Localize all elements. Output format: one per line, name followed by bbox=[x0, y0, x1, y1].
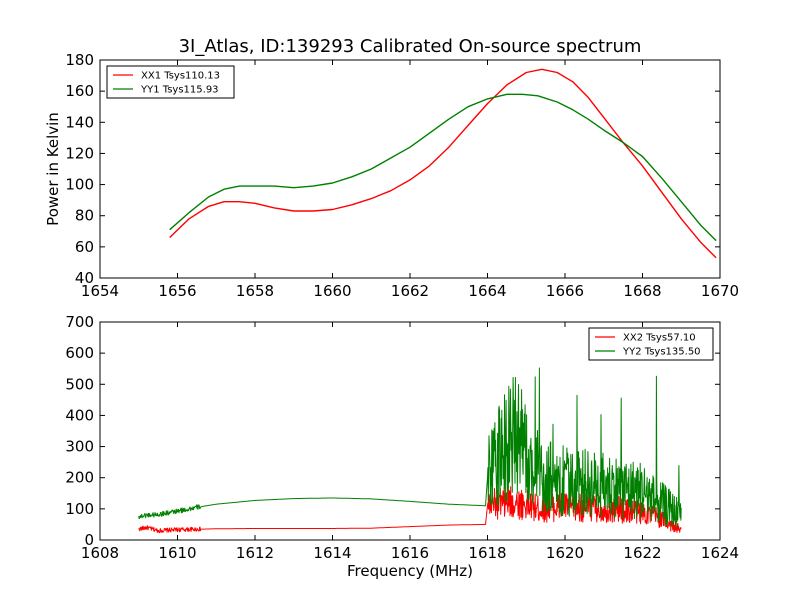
legend-entry: XX2 Tsys57.10 bbox=[623, 333, 696, 344]
figure-title: 3I_Atlas, ID:139293 Calibrated On-source… bbox=[179, 36, 642, 57]
y-tick-label: 180 bbox=[65, 51, 94, 69]
bottom-panel: 1608 1610 1612 1614 1616 1618 1620 1622 1624 0 100… bbox=[65, 313, 739, 580]
x-tick-label: 1612 bbox=[236, 544, 274, 562]
x-tick-label: 1622 bbox=[623, 544, 661, 562]
x-tick-label: 1668 bbox=[623, 282, 661, 300]
x-tick-label: 1666 bbox=[546, 282, 584, 300]
legend: XX1 Tsys110.13 YY1 Tsys115.93 bbox=[106, 65, 235, 99]
y-tick-label: 700 bbox=[65, 313, 94, 331]
y-tick-label: 160 bbox=[65, 82, 94, 100]
x-tick-label: 1618 bbox=[468, 544, 506, 562]
x-tick-label: 1664 bbox=[468, 282, 506, 300]
x-tick-label: 1624 bbox=[701, 544, 739, 562]
legend-entry: XX1 Tsys110.13 bbox=[141, 71, 220, 82]
x-tick-label: 1620 bbox=[546, 544, 584, 562]
x-tick-label: 1654 bbox=[81, 282, 119, 300]
series-line-yy1 bbox=[169, 93, 717, 242]
y-tick-label: 100 bbox=[65, 500, 94, 518]
x-tick-label: 1662 bbox=[391, 282, 429, 300]
x-axis-label: Frequency (MHz) bbox=[347, 562, 473, 580]
y-tick-label: 40 bbox=[75, 269, 94, 287]
y-tick-label: 120 bbox=[65, 144, 94, 162]
x-tick-label: 1616 bbox=[391, 544, 429, 562]
y-tick-label: 80 bbox=[75, 207, 94, 225]
x-tick-label: 1610 bbox=[158, 544, 196, 562]
legend-entry: YY2 Tsys135.50 bbox=[622, 347, 701, 358]
y-axis-label: Power in Kelvin bbox=[44, 112, 62, 226]
y-tick-label: 500 bbox=[65, 375, 94, 393]
x-tick-label: 1656 bbox=[158, 282, 196, 300]
x-tick-label: 1670 bbox=[701, 282, 739, 300]
y-tick-label: 400 bbox=[65, 406, 94, 424]
y-tick-label: 0 bbox=[84, 531, 94, 549]
series-line-xx1 bbox=[169, 68, 717, 259]
legend: XX2 Tsys57.10 YY2 Tsys135.50 bbox=[588, 327, 714, 361]
y-tick-label: 60 bbox=[75, 238, 94, 256]
y-tick-label: 300 bbox=[65, 438, 94, 456]
y-tick-label: 140 bbox=[65, 113, 94, 131]
y-tick-label: 100 bbox=[65, 176, 94, 194]
x-tick-label: 1614 bbox=[313, 544, 351, 562]
x-tick-label: 1608 bbox=[81, 544, 119, 562]
x-tick-label: 1660 bbox=[313, 282, 351, 300]
y-tick-label: 600 bbox=[65, 344, 94, 362]
series-line-yy2 bbox=[138, 367, 682, 529]
x-tick-label: 1658 bbox=[236, 282, 274, 300]
top-panel: 1654 1656 1658 1660 1662 1664 1666 1668 1670 40 60… bbox=[44, 51, 739, 300]
y-tick-label: 200 bbox=[65, 469, 94, 487]
legend-entry: YY1 Tsys115.93 bbox=[140, 85, 219, 96]
